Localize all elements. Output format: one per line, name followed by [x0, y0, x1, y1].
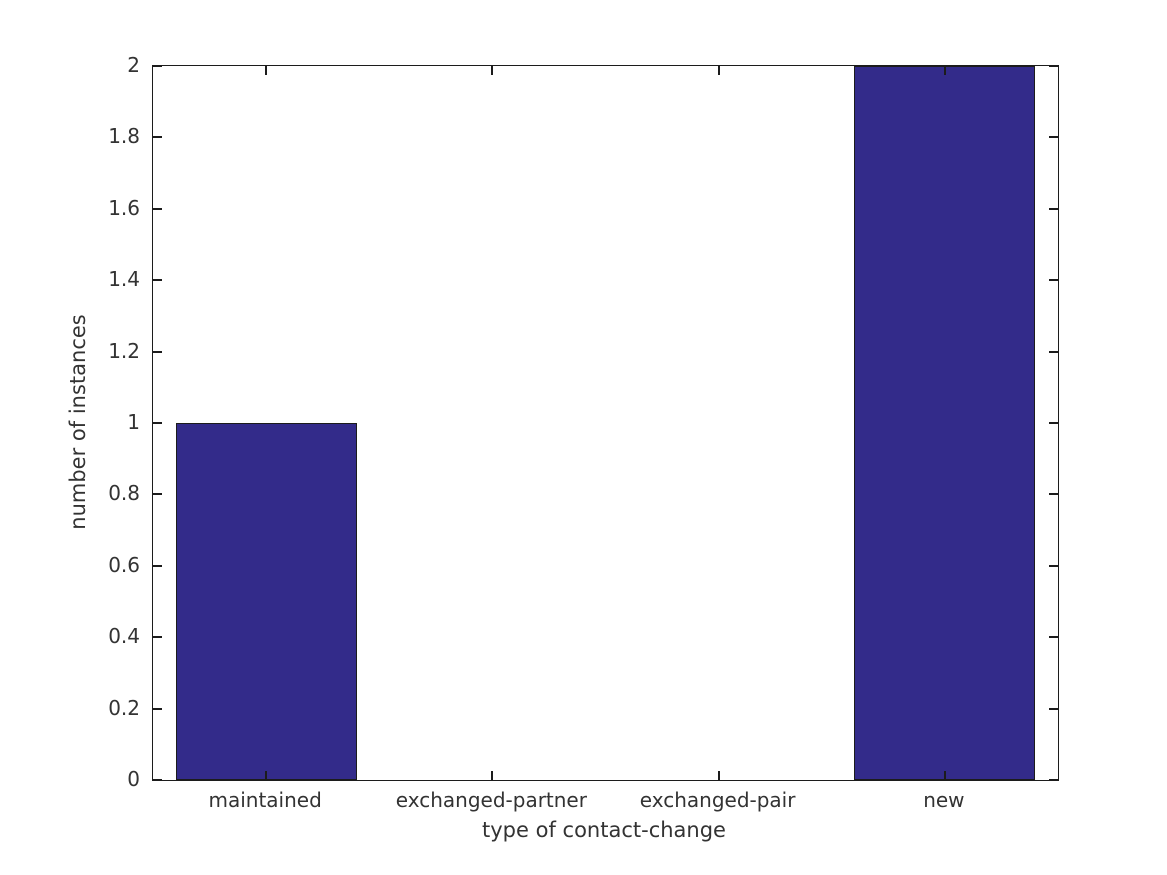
y-tick-0.4-left: [153, 636, 162, 639]
x-tick-label-new: new: [923, 788, 965, 812]
bar-maintained: [175, 423, 357, 780]
y-tick-0.8-left: [153, 493, 162, 496]
y-tick-0.2-left: [153, 707, 162, 710]
y-tick-0.4-right: [1049, 636, 1058, 639]
x-tick-exchanged-pair-top: [717, 66, 720, 75]
plot-area: [152, 65, 1059, 781]
x-tick-maintained-bottom: [265, 771, 268, 780]
y-tick-1.6-right: [1049, 207, 1058, 210]
y-tick-1.2-left: [153, 350, 162, 353]
bar-new: [854, 66, 1036, 780]
x-tick-exchanged-pair-bottom: [717, 771, 720, 780]
y-tick-1.6-left: [153, 207, 162, 210]
x-tick-label-exchanged-pair: exchanged-pair: [639, 788, 796, 812]
y-tick-2-left: [153, 65, 162, 67]
x-tick-exchanged-partner-bottom: [491, 771, 494, 780]
y-tick-2-right: [1049, 65, 1058, 67]
y-tick-0.8-right: [1049, 493, 1058, 496]
y-tick-0.6-left: [153, 564, 162, 567]
x-tick-maintained-top: [265, 66, 268, 75]
y-tick-label-1: 1: [127, 410, 140, 434]
y-tick-1.4-left: [153, 279, 162, 282]
y-tick-1.8-left: [153, 136, 162, 139]
y-tick-label-1.6: 1.6: [108, 195, 140, 220]
y-tick-label-1.8: 1.8: [108, 124, 140, 149]
y-tick-label-0.6: 0.6: [108, 552, 140, 577]
y-tick-0.6-right: [1049, 564, 1058, 567]
x-axis-title: type of contact-change: [482, 818, 726, 842]
x-tick-label-exchanged-partner: exchanged-partner: [395, 788, 587, 812]
y-tick-label-2: 2: [127, 53, 140, 77]
y-tick-1-left: [153, 422, 162, 424]
x-tick-label-maintained: maintained: [208, 788, 322, 812]
y-tick-1.2-right: [1049, 350, 1058, 353]
y-tick-0-right: [1049, 779, 1058, 781]
y-tick-label-1.2: 1.2: [108, 338, 140, 363]
x-tick-new-top: [943, 66, 946, 75]
y-tick-label-0: 0: [127, 767, 140, 791]
y-tick-label-0.2: 0.2: [108, 695, 140, 720]
x-tick-new-bottom: [943, 771, 946, 780]
y-tick-1.8-right: [1049, 136, 1058, 139]
y-tick-label-1.4: 1.4: [108, 267, 140, 292]
x-tick-exchanged-partner-top: [491, 66, 494, 75]
y-tick-1.4-right: [1049, 279, 1058, 282]
y-tick-label-0.4: 0.4: [108, 624, 140, 649]
y-tick-1-right: [1049, 422, 1058, 424]
y-tick-label-0.8: 0.8: [108, 481, 140, 506]
y-tick-0-left: [153, 779, 162, 781]
y-tick-0.2-right: [1049, 707, 1058, 710]
